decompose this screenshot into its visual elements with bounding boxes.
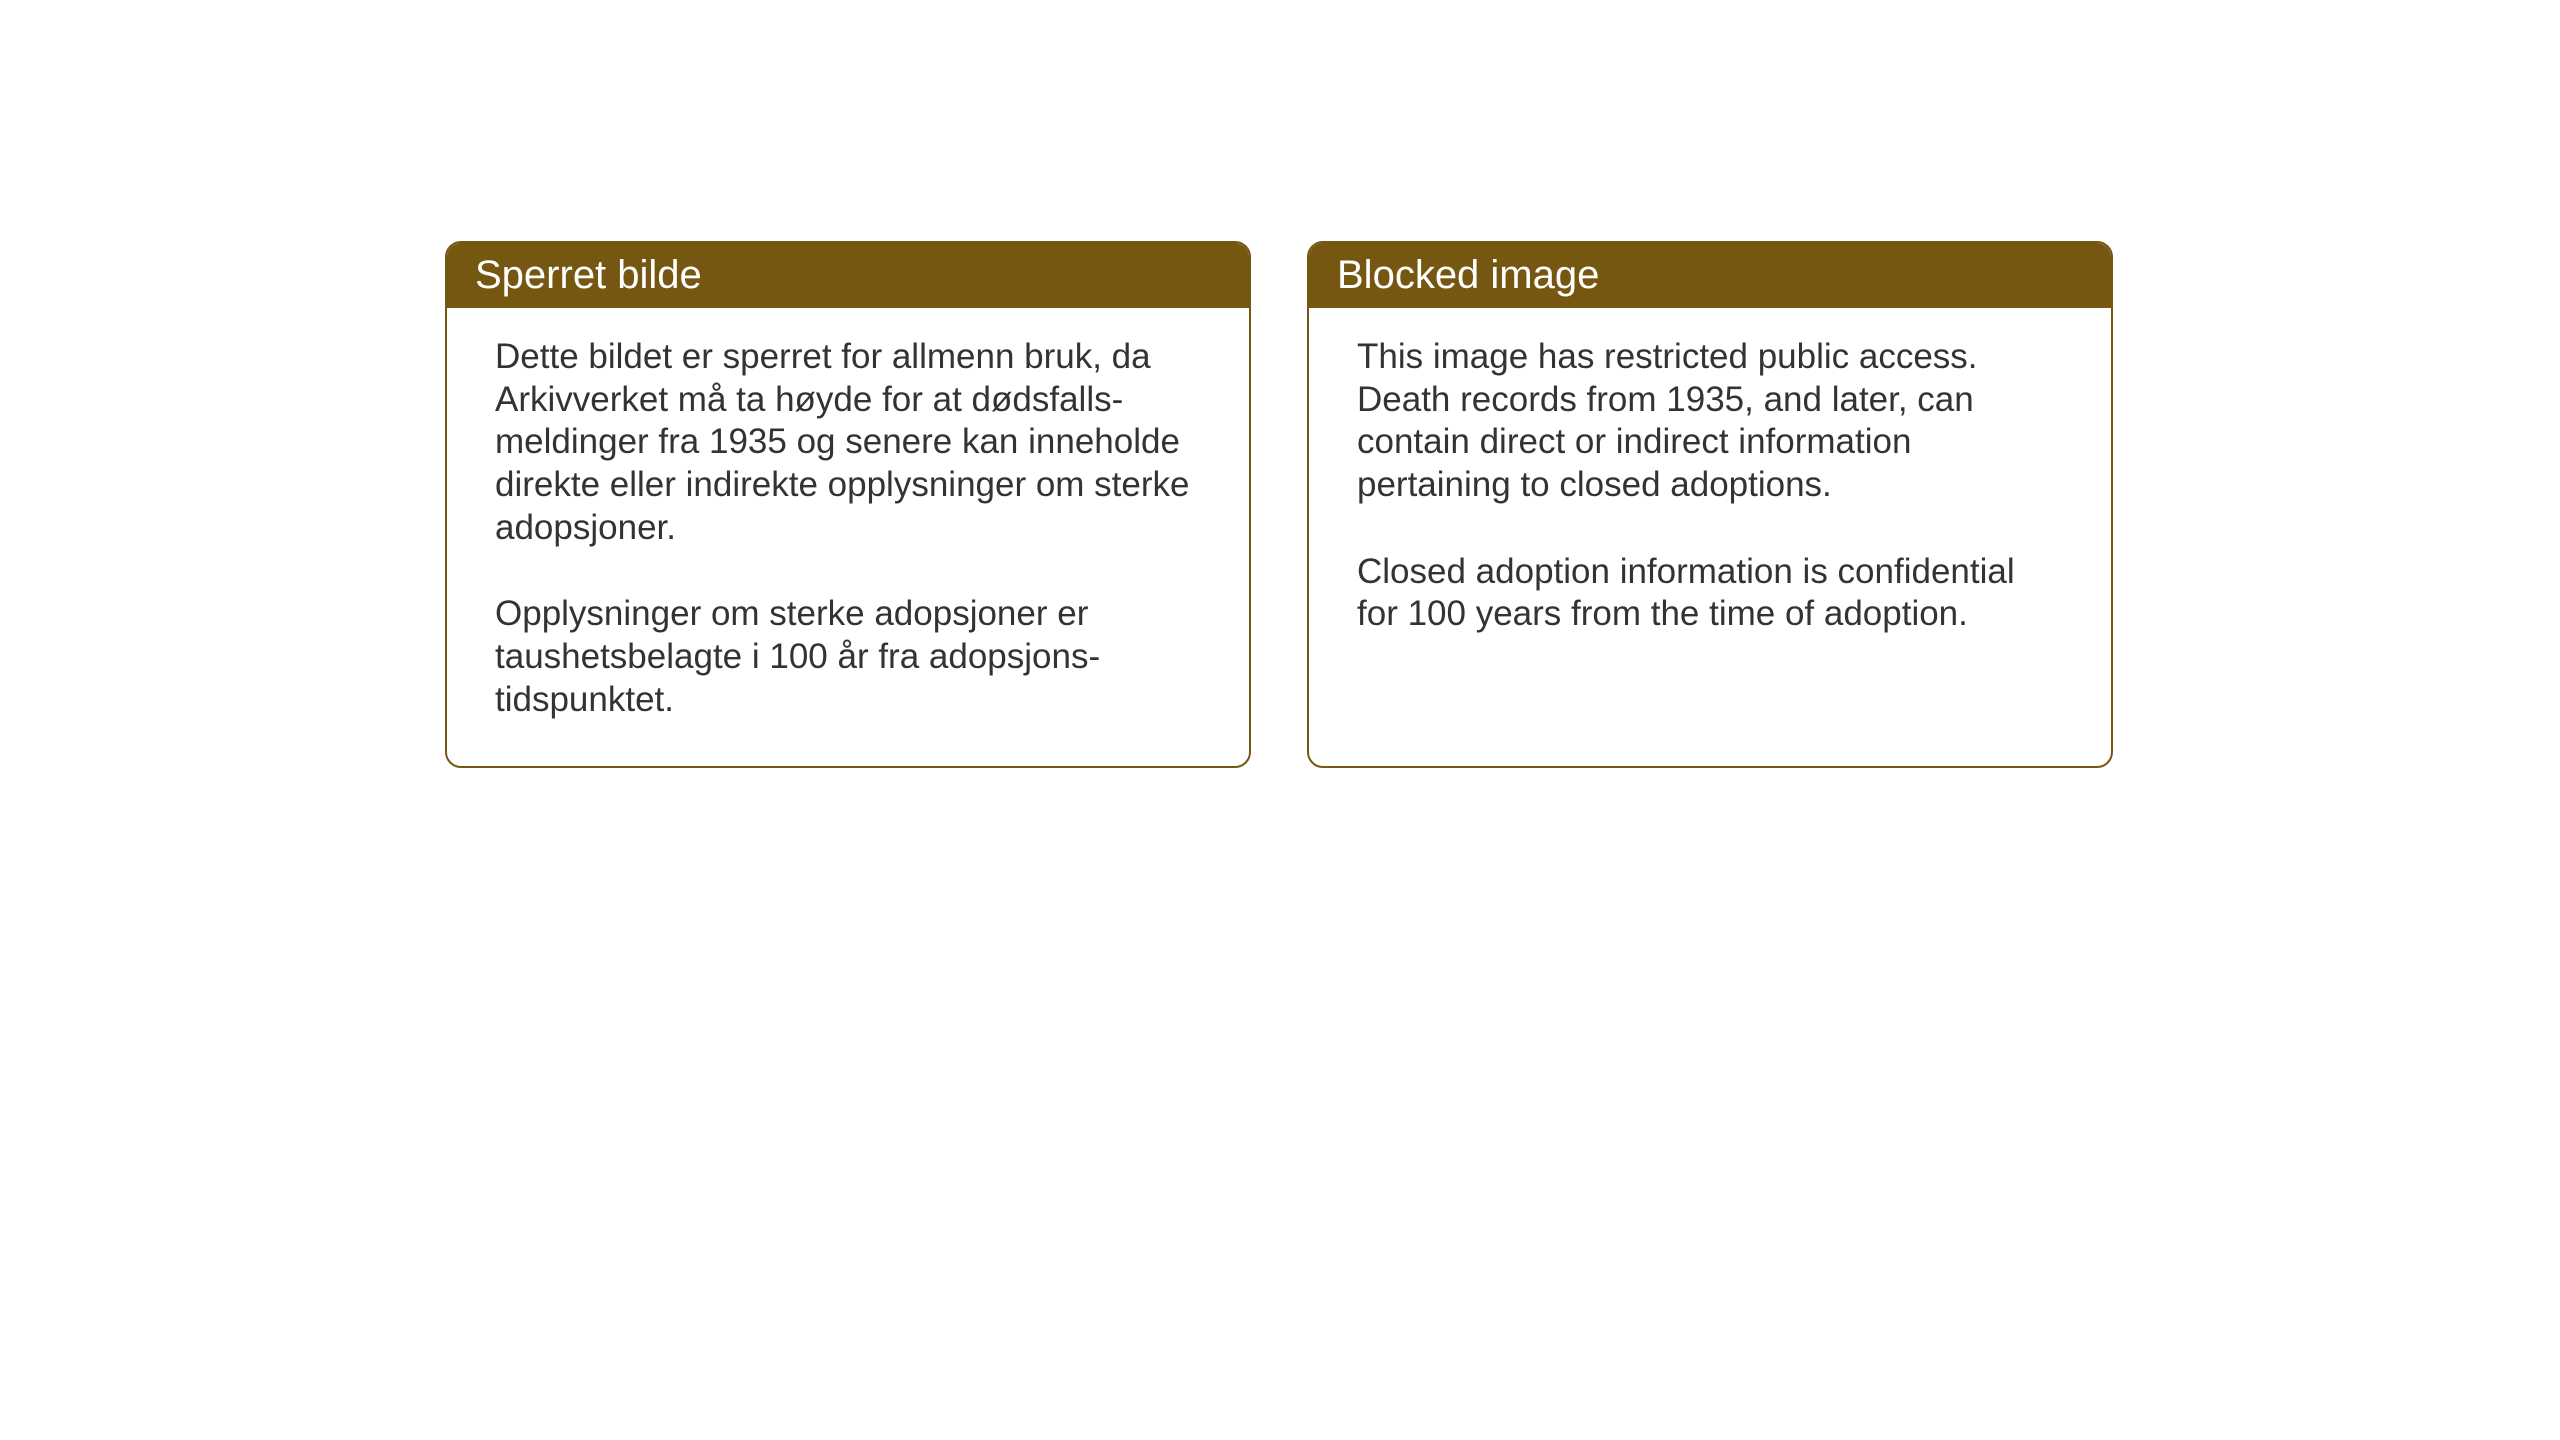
- notice-card-english: Blocked image This image has restricted …: [1307, 241, 2113, 768]
- card-paragraph: Dette bildet er sperret for allmenn bruk…: [495, 336, 1201, 549]
- card-paragraph: Opplysninger om sterke adopsjoner er tau…: [495, 593, 1201, 721]
- card-paragraph: This image has restricted public access.…: [1357, 336, 2063, 507]
- card-paragraph: Closed adoption information is confident…: [1357, 551, 2063, 636]
- card-body: This image has restricted public access.…: [1309, 308, 2111, 680]
- card-title: Sperret bilde: [475, 253, 702, 297]
- card-body: Dette bildet er sperret for allmenn bruk…: [447, 308, 1249, 766]
- card-header: Sperret bilde: [447, 243, 1249, 308]
- notice-container: Sperret bilde Dette bildet er sperret fo…: [445, 241, 2113, 768]
- notice-card-norwegian: Sperret bilde Dette bildet er sperret fo…: [445, 241, 1251, 768]
- card-header: Blocked image: [1309, 243, 2111, 308]
- card-title: Blocked image: [1337, 253, 1599, 297]
